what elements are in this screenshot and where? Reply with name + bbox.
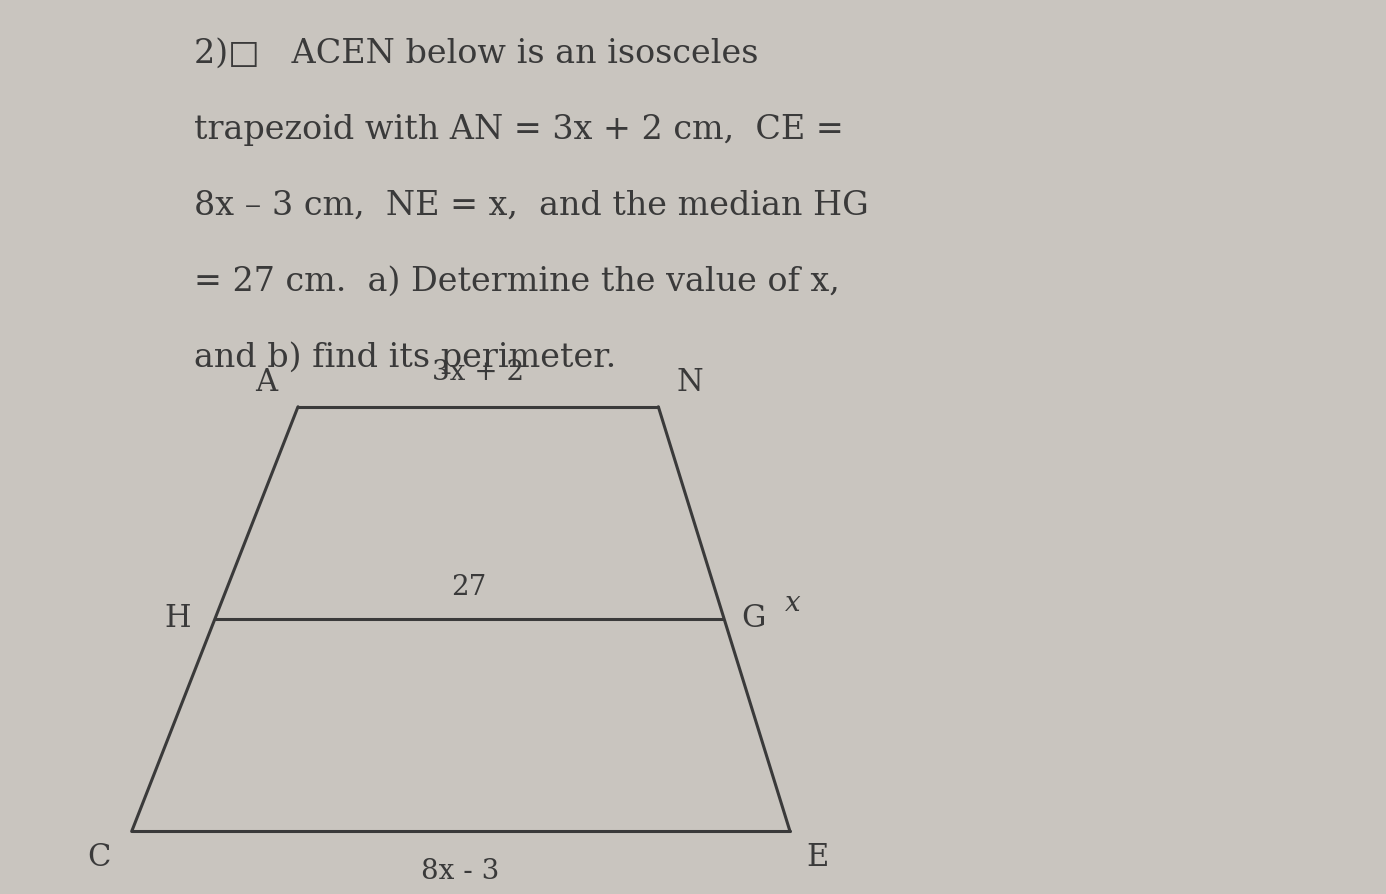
- Text: 2)□   ACEN below is an isosceles: 2)□ ACEN below is an isosceles: [194, 38, 758, 70]
- Text: G: G: [742, 603, 766, 634]
- Text: 27: 27: [450, 574, 486, 601]
- Text: N: N: [676, 367, 703, 398]
- Text: C: C: [87, 842, 111, 873]
- Text: A: A: [255, 367, 277, 398]
- Text: E: E: [807, 842, 829, 873]
- Text: = 27 cm.  a) Determine the value of x,: = 27 cm. a) Determine the value of x,: [194, 266, 840, 298]
- Text: x: x: [784, 590, 800, 617]
- Text: 8x – 3 cm,  NE = x,  and the median HG: 8x – 3 cm, NE = x, and the median HG: [194, 190, 869, 222]
- Text: 8x - 3: 8x - 3: [421, 858, 499, 885]
- Text: H: H: [165, 603, 191, 634]
- Text: and b) find its perimeter.: and b) find its perimeter.: [194, 342, 617, 375]
- Text: 3x + 2: 3x + 2: [432, 359, 524, 386]
- Text: trapezoid with AN = 3x + 2 cm,  CE =: trapezoid with AN = 3x + 2 cm, CE =: [194, 114, 844, 146]
